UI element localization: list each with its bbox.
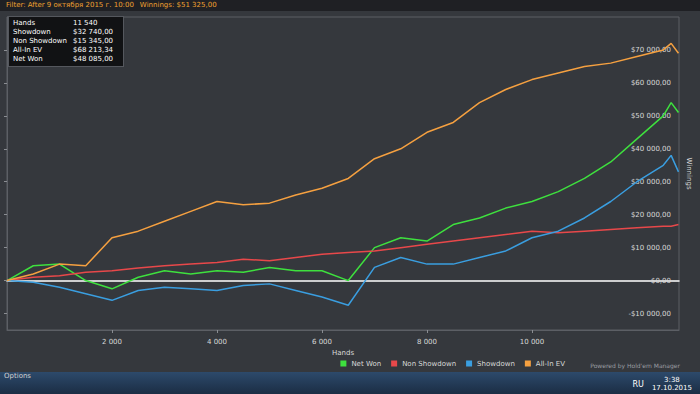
html-text:17.10.2015: 17.10.2015 — [651, 384, 692, 392]
svg-text:-$10 000,00: -$10 000,00 — [628, 310, 671, 318]
svg-text:$10 000,00: $10 000,00 — [631, 244, 671, 252]
html-text:All-In EV: All-In EV — [13, 46, 43, 54]
svg-text:All-In EV: All-In EV — [536, 360, 565, 368]
svg-text:$50 000,00: $50 000,00 — [630, 111, 671, 120]
svg-text:6 000: 6 000 — [312, 338, 332, 346]
html-text:$15 345,00: $15 345,00 — [73, 37, 114, 45]
svg-text:8 000: 8 000 — [417, 338, 437, 346]
html-text:Hands: Hands — [13, 19, 36, 27]
html-text:RU: RU — [632, 379, 644, 389]
svg-text:$20 000,00: $20 000,00 — [631, 211, 671, 219]
svg-text:Hands: Hands — [332, 349, 354, 357]
svg-text:Non Showdown: Non Showdown — [402, 360, 456, 368]
html-text:Non Showdown: Non Showdown — [13, 37, 67, 45]
html-text:Powered by Hold'em Manager: Powered by Hold'em Manager — [590, 362, 680, 369]
html-text:Net Won: Net Won — [13, 55, 43, 63]
svg-text:$60 000,00: $60 000,00 — [631, 79, 671, 87]
html-text:Filter: After 9 октября 2015 г: Filter: After 9 октября 2015 г. 10:00 — [6, 1, 134, 9]
html-text:Showdown: Showdown — [13, 28, 51, 36]
html-text:3:38: 3:38 — [664, 376, 680, 384]
html-text:$32 740,00: $32 740,00 — [73, 28, 114, 36]
html-text:$68 213,34: $68 213,34 — [73, 46, 114, 54]
svg-text:10 000: 10 000 — [520, 338, 545, 346]
svg-text:$40 000,00: $40 000,00 — [631, 145, 671, 153]
svg-text:$30 000,00: $30 000,00 — [630, 177, 671, 186]
svg-text:Net Won: Net Won — [351, 360, 381, 368]
svg-text:$70 000,00: $70 000,00 — [630, 45, 671, 54]
html-text:11 540: 11 540 — [73, 19, 98, 27]
html-text:$48 085,00: $48 085,00 — [73, 55, 114, 63]
html-text:Options: Options — [4, 372, 31, 380]
svg-text:Winnings: Winnings — [685, 157, 693, 189]
html-text:Winnings: $51 325,00: Winnings: $51 325,00 — [139, 1, 217, 9]
svg-text:Showdown: Showdown — [477, 360, 515, 368]
svg-text:$0,00: $0,00 — [651, 277, 671, 285]
svg-text:4 000: 4 000 — [207, 338, 227, 346]
svg-text:2 000: 2 000 — [102, 338, 122, 346]
